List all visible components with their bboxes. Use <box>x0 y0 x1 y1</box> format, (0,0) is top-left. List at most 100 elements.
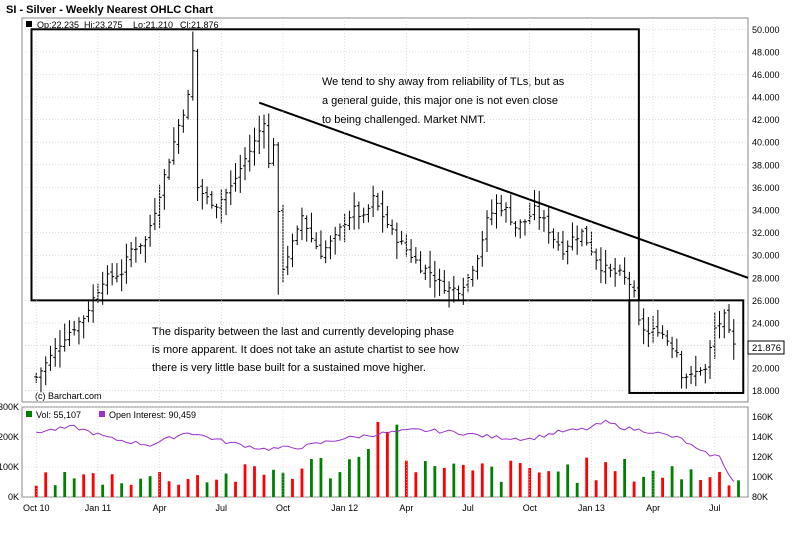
volume-bar <box>72 478 76 497</box>
volume-bar <box>262 474 266 497</box>
ohlc-bar <box>43 356 48 386</box>
ohlc-legend: Op:22.235 Hi:23.275 Lo:21.210 Cl:21.876 <box>26 20 219 30</box>
volume-bar <box>319 457 323 497</box>
x-tick-label: Apr <box>153 503 167 513</box>
ohlc-bar <box>323 240 328 264</box>
volume-bar <box>253 466 256 497</box>
ohlc-bar <box>62 323 67 352</box>
volume-bar <box>480 463 484 497</box>
ohlc-bar <box>674 338 679 358</box>
volume-bar <box>518 463 522 497</box>
ohlc-bar <box>219 189 224 224</box>
volume-bar <box>129 484 133 497</box>
volume-bar <box>642 476 646 497</box>
ohlc-bar <box>238 154 243 193</box>
ohlc-bar <box>513 221 518 237</box>
ohlc-bar <box>375 192 380 211</box>
ohlc-bar <box>489 199 494 226</box>
ohlc-bar <box>646 316 651 347</box>
volume-bar <box>623 458 627 497</box>
volume-bar <box>120 483 124 497</box>
ohlc-bar <box>708 340 713 379</box>
volume-bar <box>727 485 731 497</box>
ohlc-bar <box>48 345 53 371</box>
volume-bar <box>385 431 389 497</box>
ohlc-bar <box>181 109 186 133</box>
ohlc-bar <box>470 265 475 287</box>
volume-bar <box>689 469 693 497</box>
volume-bar <box>651 470 655 497</box>
ohlc-bar <box>129 242 134 268</box>
ohlc-bar <box>195 48 200 201</box>
ohlc-bar <box>655 309 660 337</box>
volume-bar <box>196 475 199 497</box>
ohlc-bar <box>556 232 561 251</box>
ohlc-bar <box>565 240 570 265</box>
volume-bar <box>158 472 162 497</box>
volume-right-axis: 80K 100K 120K 140K 160K <box>752 412 773 502</box>
volume-bar <box>63 472 67 497</box>
price-tick-label: 28.000 <box>752 273 780 283</box>
top-annotation-line: to being challenged. Market NMT. <box>322 114 486 126</box>
ohlc-bar <box>318 230 323 259</box>
ohlc-bar <box>190 31 195 101</box>
ohlc-bar <box>252 127 257 166</box>
volume-bar <box>442 467 446 497</box>
top-annotation-line: a general guide, this major one is not e… <box>322 95 558 107</box>
volume-bar <box>281 472 285 497</box>
oi-tick-label: 140K <box>752 432 773 442</box>
ohlc-bar <box>176 118 181 154</box>
ohlc-bar <box>314 232 319 250</box>
ohlc-bar <box>575 225 580 255</box>
ohlc-bar <box>660 325 665 339</box>
volume-bar <box>186 479 190 497</box>
ohlc-bar <box>627 271 632 301</box>
ohlc-bar <box>209 191 214 209</box>
annotation-shapes <box>30 28 749 394</box>
ohlc-bar <box>703 364 708 384</box>
chart-title: SI - Silver - Weekly Nearest OHLC Chart <box>6 4 213 16</box>
x-tick-label: Jan 12 <box>331 503 358 513</box>
ohlc-bar <box>546 205 551 244</box>
price-tick-label: 44.000 <box>752 93 780 103</box>
ohlc-bar <box>271 138 276 166</box>
ohlc-bar <box>186 89 191 120</box>
volume-legend-vol: Vol: 55,107 <box>36 410 81 420</box>
ohlc-bar <box>214 203 219 219</box>
legend-high: Hi:23.275 <box>84 20 123 30</box>
volume-bar <box>215 479 218 497</box>
ohlc-bar <box>257 115 262 155</box>
ohlc-bar <box>72 320 77 336</box>
ohlc-bar <box>437 268 442 296</box>
price-tick-label: 26.000 <box>752 296 780 306</box>
ohlc-bar <box>684 373 689 389</box>
ohlc-bar <box>665 330 670 346</box>
volume-bar <box>566 464 570 497</box>
volume-bar <box>661 477 664 497</box>
last-price-label: 21.876 <box>752 343 781 354</box>
ohlc-bar <box>651 316 656 344</box>
ohlc-bar <box>689 365 694 385</box>
volume-bars <box>34 422 740 497</box>
price-tick-label: 50.000 <box>752 25 780 35</box>
trendline <box>258 101 749 279</box>
volume-bar <box>737 480 740 497</box>
volume-bar <box>53 485 57 497</box>
ohlc-bar <box>485 210 490 253</box>
ohlc-bar <box>451 275 456 303</box>
ohlc-bar <box>641 308 646 345</box>
ohlc-bar <box>86 301 91 323</box>
x-tick-label: Oct 10 <box>23 503 50 513</box>
ohlc-bar <box>337 223 342 241</box>
volume-bar <box>556 471 560 497</box>
top-annotation: We tend to shy away from reliability of … <box>322 76 565 126</box>
volume-bar <box>167 481 171 497</box>
volume-bar <box>148 476 152 497</box>
oi-legend-marker <box>99 411 105 417</box>
volume-bar <box>585 457 589 497</box>
ohlc-bar <box>356 201 361 230</box>
x-axis: Oct 10 Jan 11 Apr Jul Oct Jan 12 Apr Jul Oct Jan … <box>23 18 721 513</box>
ohlc-bar <box>157 184 162 228</box>
ohlc-bar <box>105 265 110 295</box>
